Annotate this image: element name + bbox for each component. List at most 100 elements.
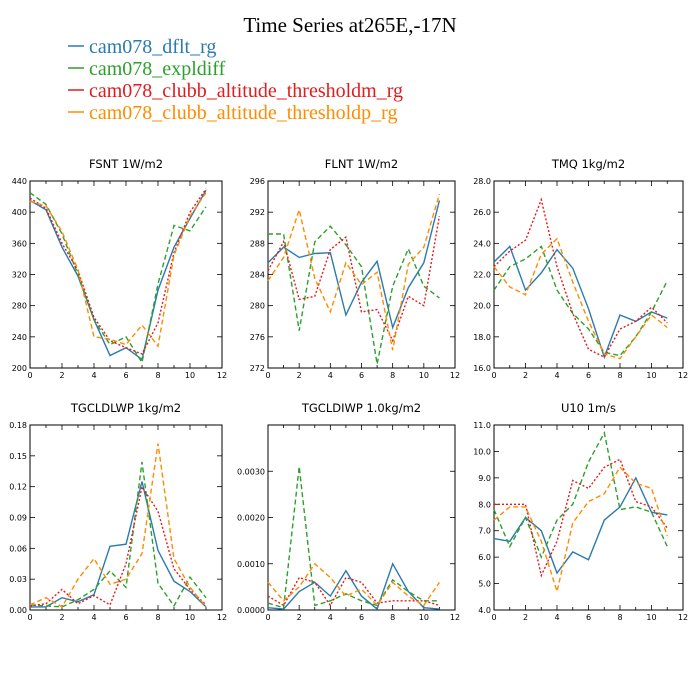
y-tick-label: 22.0 [473,271,491,280]
x-tick-label: 2 [59,371,64,380]
y-tick-label: 24.0 [473,239,491,248]
chart-panel: FLNT 1W/m2 0 2 4 6 8 10 12 272 276 280 284 288 292 296 [250,157,460,380]
x-tick-label: 10 [646,613,656,622]
series-line [267,576,440,607]
y-tick-label: 20.0 [473,302,491,311]
x-tick-label: 2 [523,371,528,380]
x-tick-label: 12 [678,371,688,380]
plot-frame [493,424,684,611]
chart-panel: U10 1m/s 0 2 4 6 8 10 12 4.0 5.0 6.0 7.0 8.0 9.0 10.0 1… [473,401,688,622]
legend-item: cam078_dflt_rg [68,36,216,58]
y-tick-label: 0.09 [9,514,27,523]
x-tick-label: 10 [419,613,429,622]
series-line [267,562,440,607]
x-tick-label: 6 [586,613,591,622]
y-tick-label: 360 [12,239,27,248]
panel-title: FLNT 1W/m2 [325,157,398,171]
x-tick-label: 10 [185,613,195,622]
series-line [29,192,207,365]
x-tick-label: 6 [123,613,128,622]
x-tick-label: 0 [265,613,270,622]
y-tick-label: 11.0 [473,421,491,430]
x-tick-label: 6 [123,371,128,380]
x-tick-label: 12 [678,613,688,622]
y-tick-label: 280 [12,302,27,311]
series-line [29,484,207,607]
x-tick-label: 2 [297,371,302,380]
y-tick-label: 28.0 [473,177,491,186]
y-tick-label: 6.0 [478,553,491,562]
x-tick-label: 6 [359,613,364,622]
y-tick-label: 272 [250,364,265,373]
series-line [493,197,668,359]
y-tick-label: 18.0 [473,333,491,342]
x-tick-label: 4 [91,371,96,380]
series-line [29,189,207,361]
x-tick-label: 0 [265,371,270,380]
y-tick-label: 276 [250,333,265,342]
x-tick-label: 12 [450,371,460,380]
y-tick-label: 400 [12,208,27,217]
x-tick-label: 0 [491,371,496,380]
series-line [29,192,207,348]
y-tick-label: 440 [12,177,27,186]
series-line [494,458,668,578]
chart-panel: FSNT 1W/m2 0 2 4 6 8 10 12 200 240 280 320 360 400 440 [12,157,227,380]
series-line [267,562,440,611]
x-tick-label: 8 [155,613,160,622]
x-tick-label: 10 [646,371,656,380]
y-tick-label: 288 [250,239,265,248]
panel-title: U10 1m/s [561,401,616,415]
series-line [493,430,668,559]
x-tick-label: 2 [297,613,302,622]
chart-panel: TMQ 1kg/m2 0 2 4 6 8 10 12 16.0 18.0 20.0 22.0 24.0 2… [473,157,688,380]
series-line [268,225,440,365]
y-tick-label: 284 [250,271,265,280]
legend: cam078_dflt_rg cam078_expldiff cam078_cl… [68,36,403,124]
panel-title: TMQ 1kg/m2 [551,157,625,171]
y-tick-label: 7.0 [478,527,491,536]
y-tick-label: 200 [12,364,27,373]
x-tick-label: 0 [27,613,32,622]
series-line [29,443,207,608]
x-tick-label: 4 [328,613,333,622]
x-tick-label: 4 [554,371,559,380]
y-tick-label: 5.0 [478,580,491,589]
x-tick-label: 6 [586,371,591,380]
x-tick-label: 0 [27,371,32,380]
x-tick-label: 6 [359,371,364,380]
x-tick-label: 2 [523,613,528,622]
y-tick-label: 0.0020 [237,514,265,523]
legend-label: cam078_dflt_rg [89,36,216,58]
legend-item: cam078_clubb_altitude_thresholdm_rg [68,80,403,102]
series-line [267,200,441,330]
legend-item: cam078_clubb_altitude_thresholdp_rg [68,102,397,124]
legend-label: cam078_expldiff [89,58,226,80]
x-tick-label: 10 [185,371,195,380]
series-line [29,188,207,355]
plot-frame [29,180,223,369]
series-line [493,237,668,360]
x-tick-label: 12 [217,613,227,622]
x-tick-label: 8 [390,371,395,380]
x-tick-label: 4 [328,371,333,380]
x-tick-label: 8 [617,371,622,380]
legend-item: cam078_expldiff [68,58,226,80]
y-tick-label: 0.0030 [237,467,265,476]
x-tick-label: 4 [554,613,559,622]
y-tick-label: 0.03 [9,575,27,584]
series-line [30,481,207,608]
y-tick-label: 292 [250,208,265,217]
figure-title: Time Series at265E,-17N [243,13,456,37]
y-tick-label: 10.0 [473,447,491,456]
x-tick-label: 12 [450,613,460,622]
y-tick-label: 0.15 [9,452,27,461]
panel-title: TGCLDLWP 1kg/m2 [70,401,181,415]
y-tick-label: 0.18 [9,421,27,430]
x-tick-label: 8 [617,613,622,622]
series-line [493,466,668,595]
y-tick-label: 8.0 [478,500,491,509]
panel-title: FSNT 1W/m2 [89,157,163,171]
series-line [29,461,207,608]
